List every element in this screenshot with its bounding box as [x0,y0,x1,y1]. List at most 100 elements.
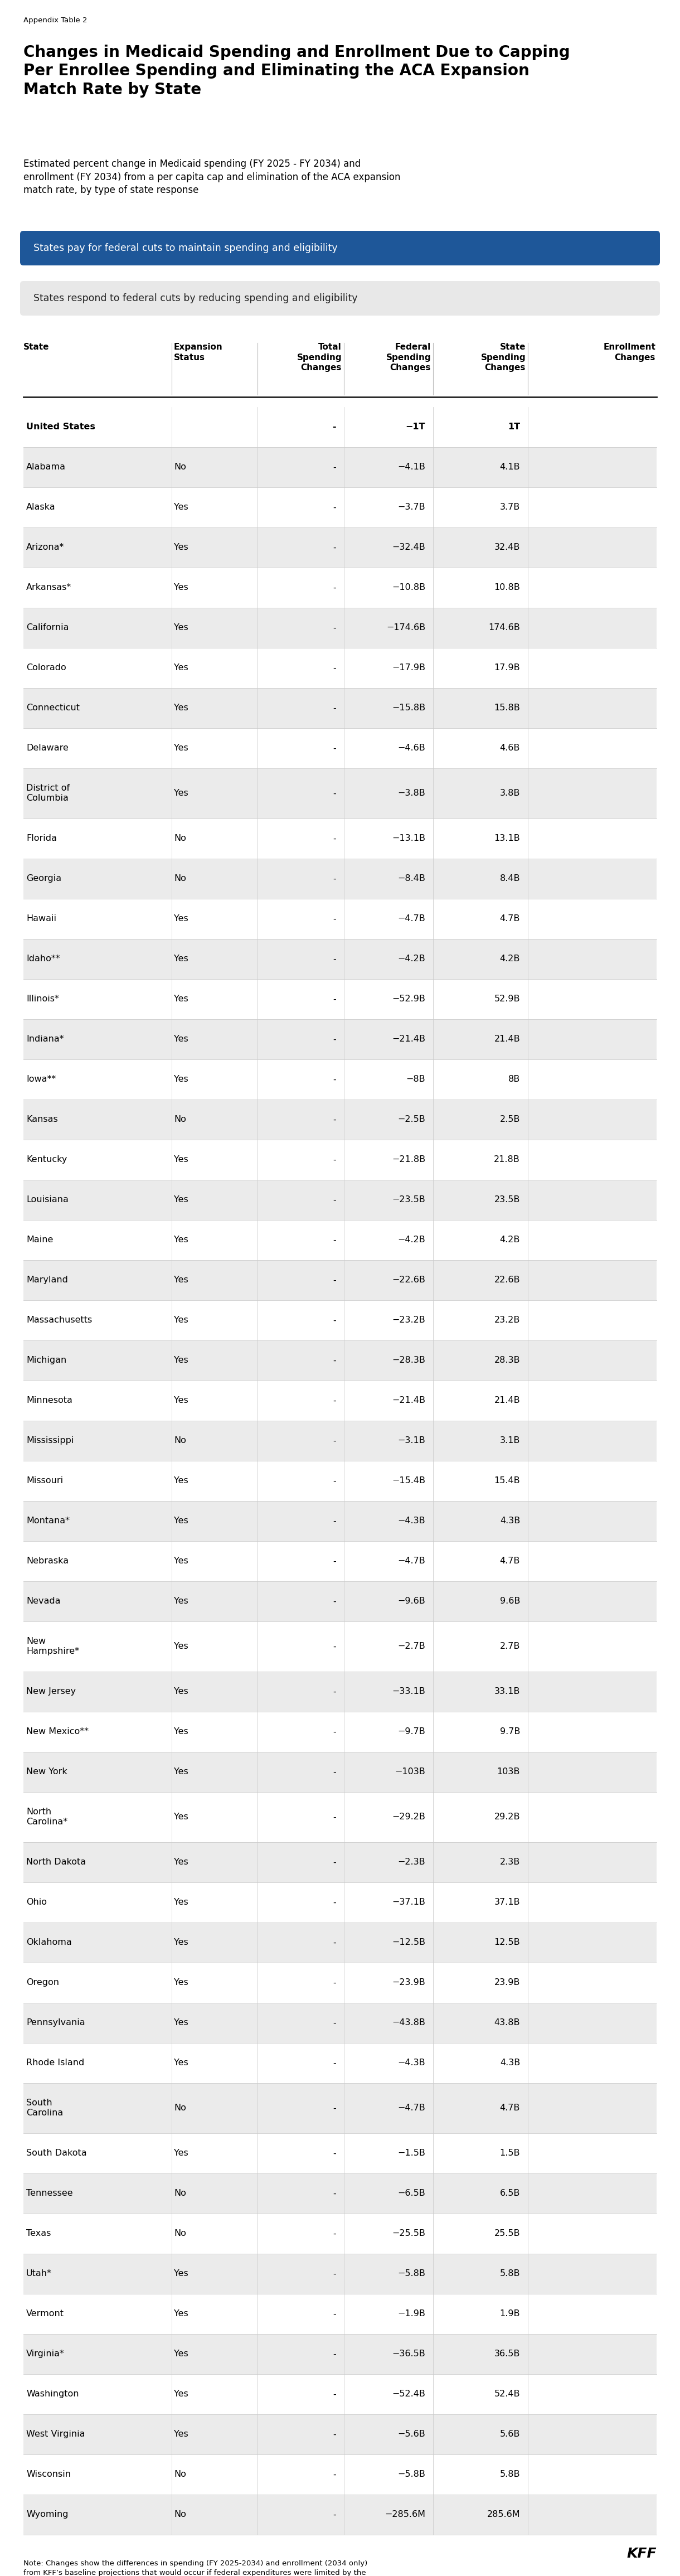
Text: 3.8B: 3.8B [500,788,520,799]
Text: −8B: −8B [406,1074,425,1084]
Text: 4.2B: 4.2B [500,1236,520,1244]
Text: California: California [27,623,69,631]
Text: −22.6B: −22.6B [392,1275,425,1285]
Text: -: - [333,876,336,884]
Text: Federal
Spending
Changes: Federal Spending Changes [386,343,431,371]
Text: −4.7B: −4.7B [398,914,425,922]
Text: −5.8B: −5.8B [398,2269,425,2277]
Text: −28.3B: −28.3B [392,1358,425,1365]
Text: Mississippi: Mississippi [27,1437,74,1445]
Text: -: - [333,1814,336,1821]
Bar [23,1540,657,1582]
Text: Yes: Yes [174,994,188,1005]
Text: Yes: Yes [174,1074,188,1084]
Text: 23.5B: 23.5B [494,1195,520,1203]
Text: 13.1B: 13.1B [494,835,520,842]
Text: Oklahoma: Oklahoma [27,1937,72,1947]
Bar [23,1422,657,1461]
Bar [23,940,657,979]
Text: North Dakota: North Dakota [27,1857,86,1868]
Text: Vermont: Vermont [27,2311,64,2318]
Text: -: - [333,835,336,842]
Text: 43.8B: 43.8B [494,2020,520,2027]
Text: 52.9B: 52.9B [494,994,520,1005]
Text: Yes: Yes [174,1556,188,1566]
Bar [23,1381,657,1422]
Bar [23,2174,657,2213]
Text: Oregon: Oregon [27,1978,59,1986]
Text: Michigan: Michigan [27,1358,67,1365]
Bar [23,448,657,487]
Text: -: - [333,1728,336,1736]
Text: Yes: Yes [174,2269,188,2277]
Bar [23,729,657,768]
Text: −6.5B: −6.5B [398,2190,425,2197]
Text: Yes: Yes [174,1195,188,1203]
Text: 33.1B: 33.1B [494,1687,520,1695]
Text: Yes: Yes [174,1396,188,1404]
Text: -: - [333,2429,336,2439]
FancyBboxPatch shape [20,232,660,265]
Text: −9.6B: −9.6B [398,1597,425,1605]
Text: 21.4B: 21.4B [494,1396,520,1404]
Text: Yes: Yes [174,2429,188,2439]
Text: 4.1B: 4.1B [500,464,520,471]
Bar [23,819,657,858]
Text: No: No [174,464,186,471]
Text: Yes: Yes [174,1157,188,1164]
Text: Yes: Yes [174,2349,188,2357]
Text: −15.8B: −15.8B [392,703,425,714]
Text: 4.2B: 4.2B [500,956,520,963]
Text: States respond to federal cuts by reducing spending and eligibility: States respond to federal cuts by reduci… [33,294,358,304]
Text: South Dakota: South Dakota [27,2148,87,2159]
Text: −17.9B: −17.9B [392,665,425,672]
Text: 28.3B: 28.3B [494,1358,520,1365]
Bar [23,1139,657,1180]
Text: North
Carolina*: North Carolina* [27,1808,67,1826]
Text: 4.3B: 4.3B [500,2058,520,2066]
Text: 174.6B: 174.6B [488,623,520,631]
Text: -: - [333,2470,336,2478]
Text: KFF: KFF [627,2548,657,2561]
Text: Note: Changes show the differences in spending (FY 2025-2034) and enrollment (20: Note: Changes show the differences in sp… [23,2561,367,2576]
Text: Connecticut: Connecticut [27,703,80,714]
Text: No: No [174,2512,186,2519]
Text: Missouri: Missouri [27,1476,63,1486]
Text: 6.5B: 6.5B [500,2190,520,2197]
Text: New Jersey: New Jersey [27,1687,76,1695]
Text: 1.9B: 1.9B [500,2311,520,2318]
Text: -: - [333,464,336,471]
Text: -: - [333,788,336,799]
Text: −3.1B: −3.1B [398,1437,425,1445]
Text: Wyoming: Wyoming [27,2512,68,2519]
Text: No: No [174,2228,186,2239]
Bar [23,1620,657,1672]
Text: −12.5B: −12.5B [392,1937,425,1947]
Text: Yes: Yes [174,1728,188,1736]
Text: Tennessee: Tennessee [27,2190,73,2197]
Text: Yes: Yes [174,1937,188,1947]
Text: −103B: −103B [395,1767,425,1777]
Text: Yes: Yes [174,744,188,752]
Text: −2.7B: −2.7B [398,1643,425,1651]
Text: 5.8B: 5.8B [500,2269,520,2277]
Text: 5.6B: 5.6B [500,2429,520,2439]
Text: −1T: −1T [405,422,425,430]
Bar [23,1020,657,1059]
Bar [23,1340,657,1381]
Text: -: - [333,1115,336,1123]
Text: 52.4B: 52.4B [494,2391,520,2398]
Text: −4.6B: −4.6B [398,744,425,752]
Bar [23,2002,657,2043]
Text: 15.8B: 15.8B [494,703,520,714]
Text: −2.3B: −2.3B [398,1857,425,1868]
Text: 1.5B: 1.5B [500,2148,520,2159]
Text: 8.4B: 8.4B [500,876,520,884]
Text: No: No [174,2470,186,2478]
Bar [23,1883,657,1922]
Text: -: - [333,1767,336,1777]
Text: −23.2B: −23.2B [392,1316,425,1324]
Text: 4.7B: 4.7B [500,1556,520,1566]
Text: 103B: 103B [497,1767,520,1777]
Text: -: - [333,2228,336,2239]
